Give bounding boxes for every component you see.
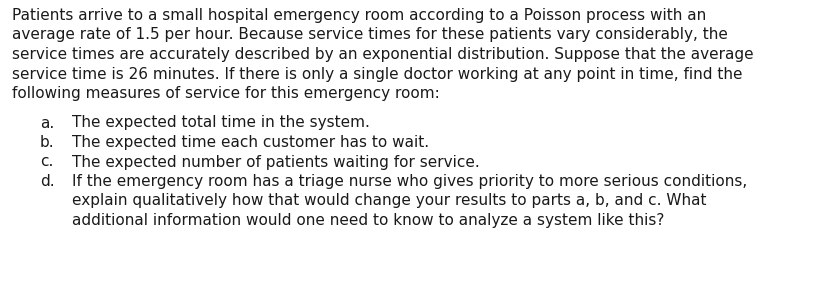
Text: b.: b. (40, 135, 55, 150)
Text: The expected total time in the system.: The expected total time in the system. (72, 115, 370, 130)
Text: service time is 26 minutes. If there is only a single doctor working at any poin: service time is 26 minutes. If there is … (12, 66, 743, 81)
Text: d.: d. (40, 174, 55, 189)
Text: The expected number of patients waiting for service.: The expected number of patients waiting … (72, 155, 479, 170)
Text: Patients arrive to a small hospital emergency room according to a Poisson proces: Patients arrive to a small hospital emer… (12, 8, 706, 23)
Text: average rate of 1.5 per hour. Because service times for these patients vary cons: average rate of 1.5 per hour. Because se… (12, 28, 728, 43)
Text: c.: c. (40, 155, 53, 170)
Text: a.: a. (40, 115, 54, 130)
Text: explain qualitatively how that would change your results to parts a, b, and c. W: explain qualitatively how that would cha… (72, 193, 707, 208)
Text: following measures of service for this emergency room:: following measures of service for this e… (12, 86, 440, 101)
Text: additional information would one need to know to analyze a system like this?: additional information would one need to… (72, 213, 664, 228)
Text: service times are accurately described by an exponential distribution. Suppose t: service times are accurately described b… (12, 47, 753, 62)
Text: If the emergency room has a triage nurse who gives priority to more serious cond: If the emergency room has a triage nurse… (72, 174, 748, 189)
Text: The expected time each customer has to wait.: The expected time each customer has to w… (72, 135, 429, 150)
